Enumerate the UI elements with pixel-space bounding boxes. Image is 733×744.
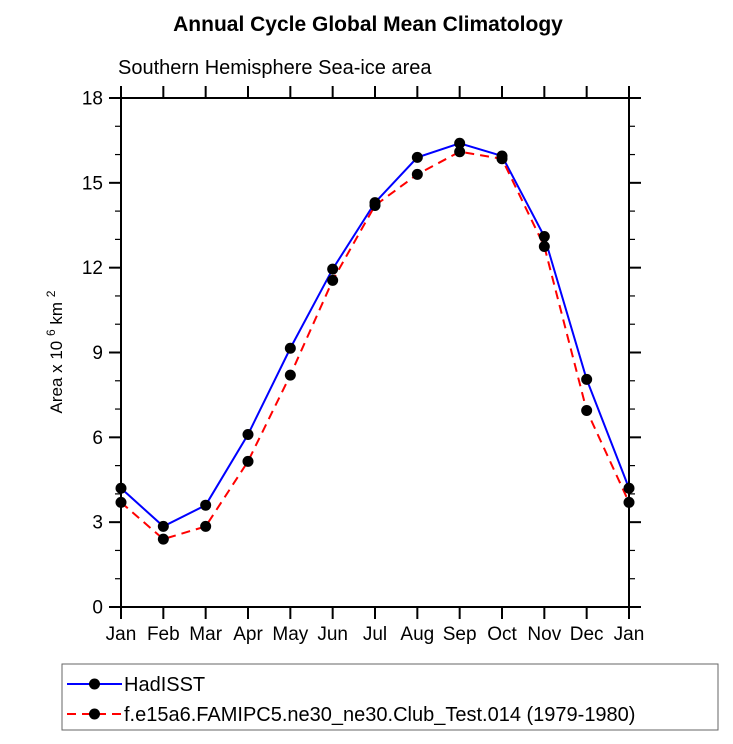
data-point-0-Aug	[411, 151, 423, 163]
x-axis-ticks: Jan Feb Mar Apr May Jun Jul Aug Sep Oct Nov Dec Jan	[106, 86, 645, 645]
data-point-1-Sep	[454, 146, 466, 158]
data-point-1-Aug	[411, 168, 423, 180]
y-tick-label: 0	[92, 598, 103, 619]
chart-subtitle: Southern Hemisphere Sea-ice area	[118, 57, 432, 79]
data-point-0-Nov	[538, 231, 550, 243]
legend-marker-hadisst-icon	[89, 678, 100, 690]
y-axis-title-mid: km	[47, 302, 66, 325]
x-tick-label: Jan	[106, 624, 137, 645]
x-tick-label: Jan	[614, 624, 645, 645]
data-point-0-Sep	[454, 137, 466, 149]
y-tick-label: 12	[82, 258, 103, 279]
chart-title: Annual Cycle Global Mean Climatology	[173, 13, 563, 36]
data-point-0-Mar	[200, 499, 212, 511]
y-axis-title-sup6: 6	[44, 329, 58, 336]
data-point-1-Apr	[242, 455, 254, 467]
y-axis-title-sup2: 2	[44, 290, 58, 297]
y-axis-ticks: 0 3 6 9 12 15 18	[82, 89, 641, 619]
x-tick-label: May	[272, 624, 308, 645]
data-point-1-Jun	[327, 274, 339, 286]
data-point-1-Mar	[200, 520, 212, 532]
data-point-1-Nov	[538, 240, 550, 252]
x-tick-label: Aug	[400, 624, 434, 645]
x-tick-label: Jul	[363, 624, 387, 645]
data-point-0-Apr	[242, 429, 254, 441]
data-point-0-Feb	[157, 520, 169, 532]
data-point-1-Feb	[157, 533, 169, 545]
x-tick-label: Jun	[317, 624, 348, 645]
data-point-1-Dec	[581, 404, 593, 416]
y-axis-title: Area x 10 6 km 2	[40, 290, 66, 413]
x-tick-label: Oct	[487, 624, 517, 645]
series-markers	[115, 137, 635, 545]
x-tick-label: Sep	[443, 624, 477, 645]
y-axis-title-prefix: Area x 10	[47, 341, 66, 414]
y-tick-label: 15	[82, 173, 103, 194]
x-tick-label: Apr	[233, 624, 263, 645]
y-tick-label: 18	[82, 89, 103, 110]
x-tick-label: Dec	[570, 624, 604, 645]
legend-label-model: f.e15a6.FAMIPC5.ne30_ne30.Club_Test.014 …	[124, 704, 635, 726]
legend-label-hadisst: HadISST	[124, 674, 205, 696]
y-tick-label: 9	[92, 343, 103, 364]
x-tick-label: Mar	[189, 624, 222, 645]
data-point-1-May	[284, 369, 296, 381]
legend-box	[61, 663, 719, 731]
y-tick-label: 3	[92, 513, 103, 534]
x-tick-label: Nov	[527, 624, 561, 645]
data-point-0-May	[284, 342, 296, 354]
data-point-1-Oct	[496, 153, 508, 165]
plot-frame	[120, 97, 630, 608]
legend-marker-model-icon	[89, 708, 100, 720]
data-point-1-Jul	[369, 199, 381, 211]
x-tick-label: Feb	[147, 624, 180, 645]
data-point-0-Jun	[327, 263, 339, 275]
y-tick-label: 6	[92, 428, 103, 449]
data-point-0-Dec	[581, 373, 593, 385]
legend: HadISST f.e15a6.FAMIPC5.ne30_ne30.Club_T…	[61, 663, 719, 731]
